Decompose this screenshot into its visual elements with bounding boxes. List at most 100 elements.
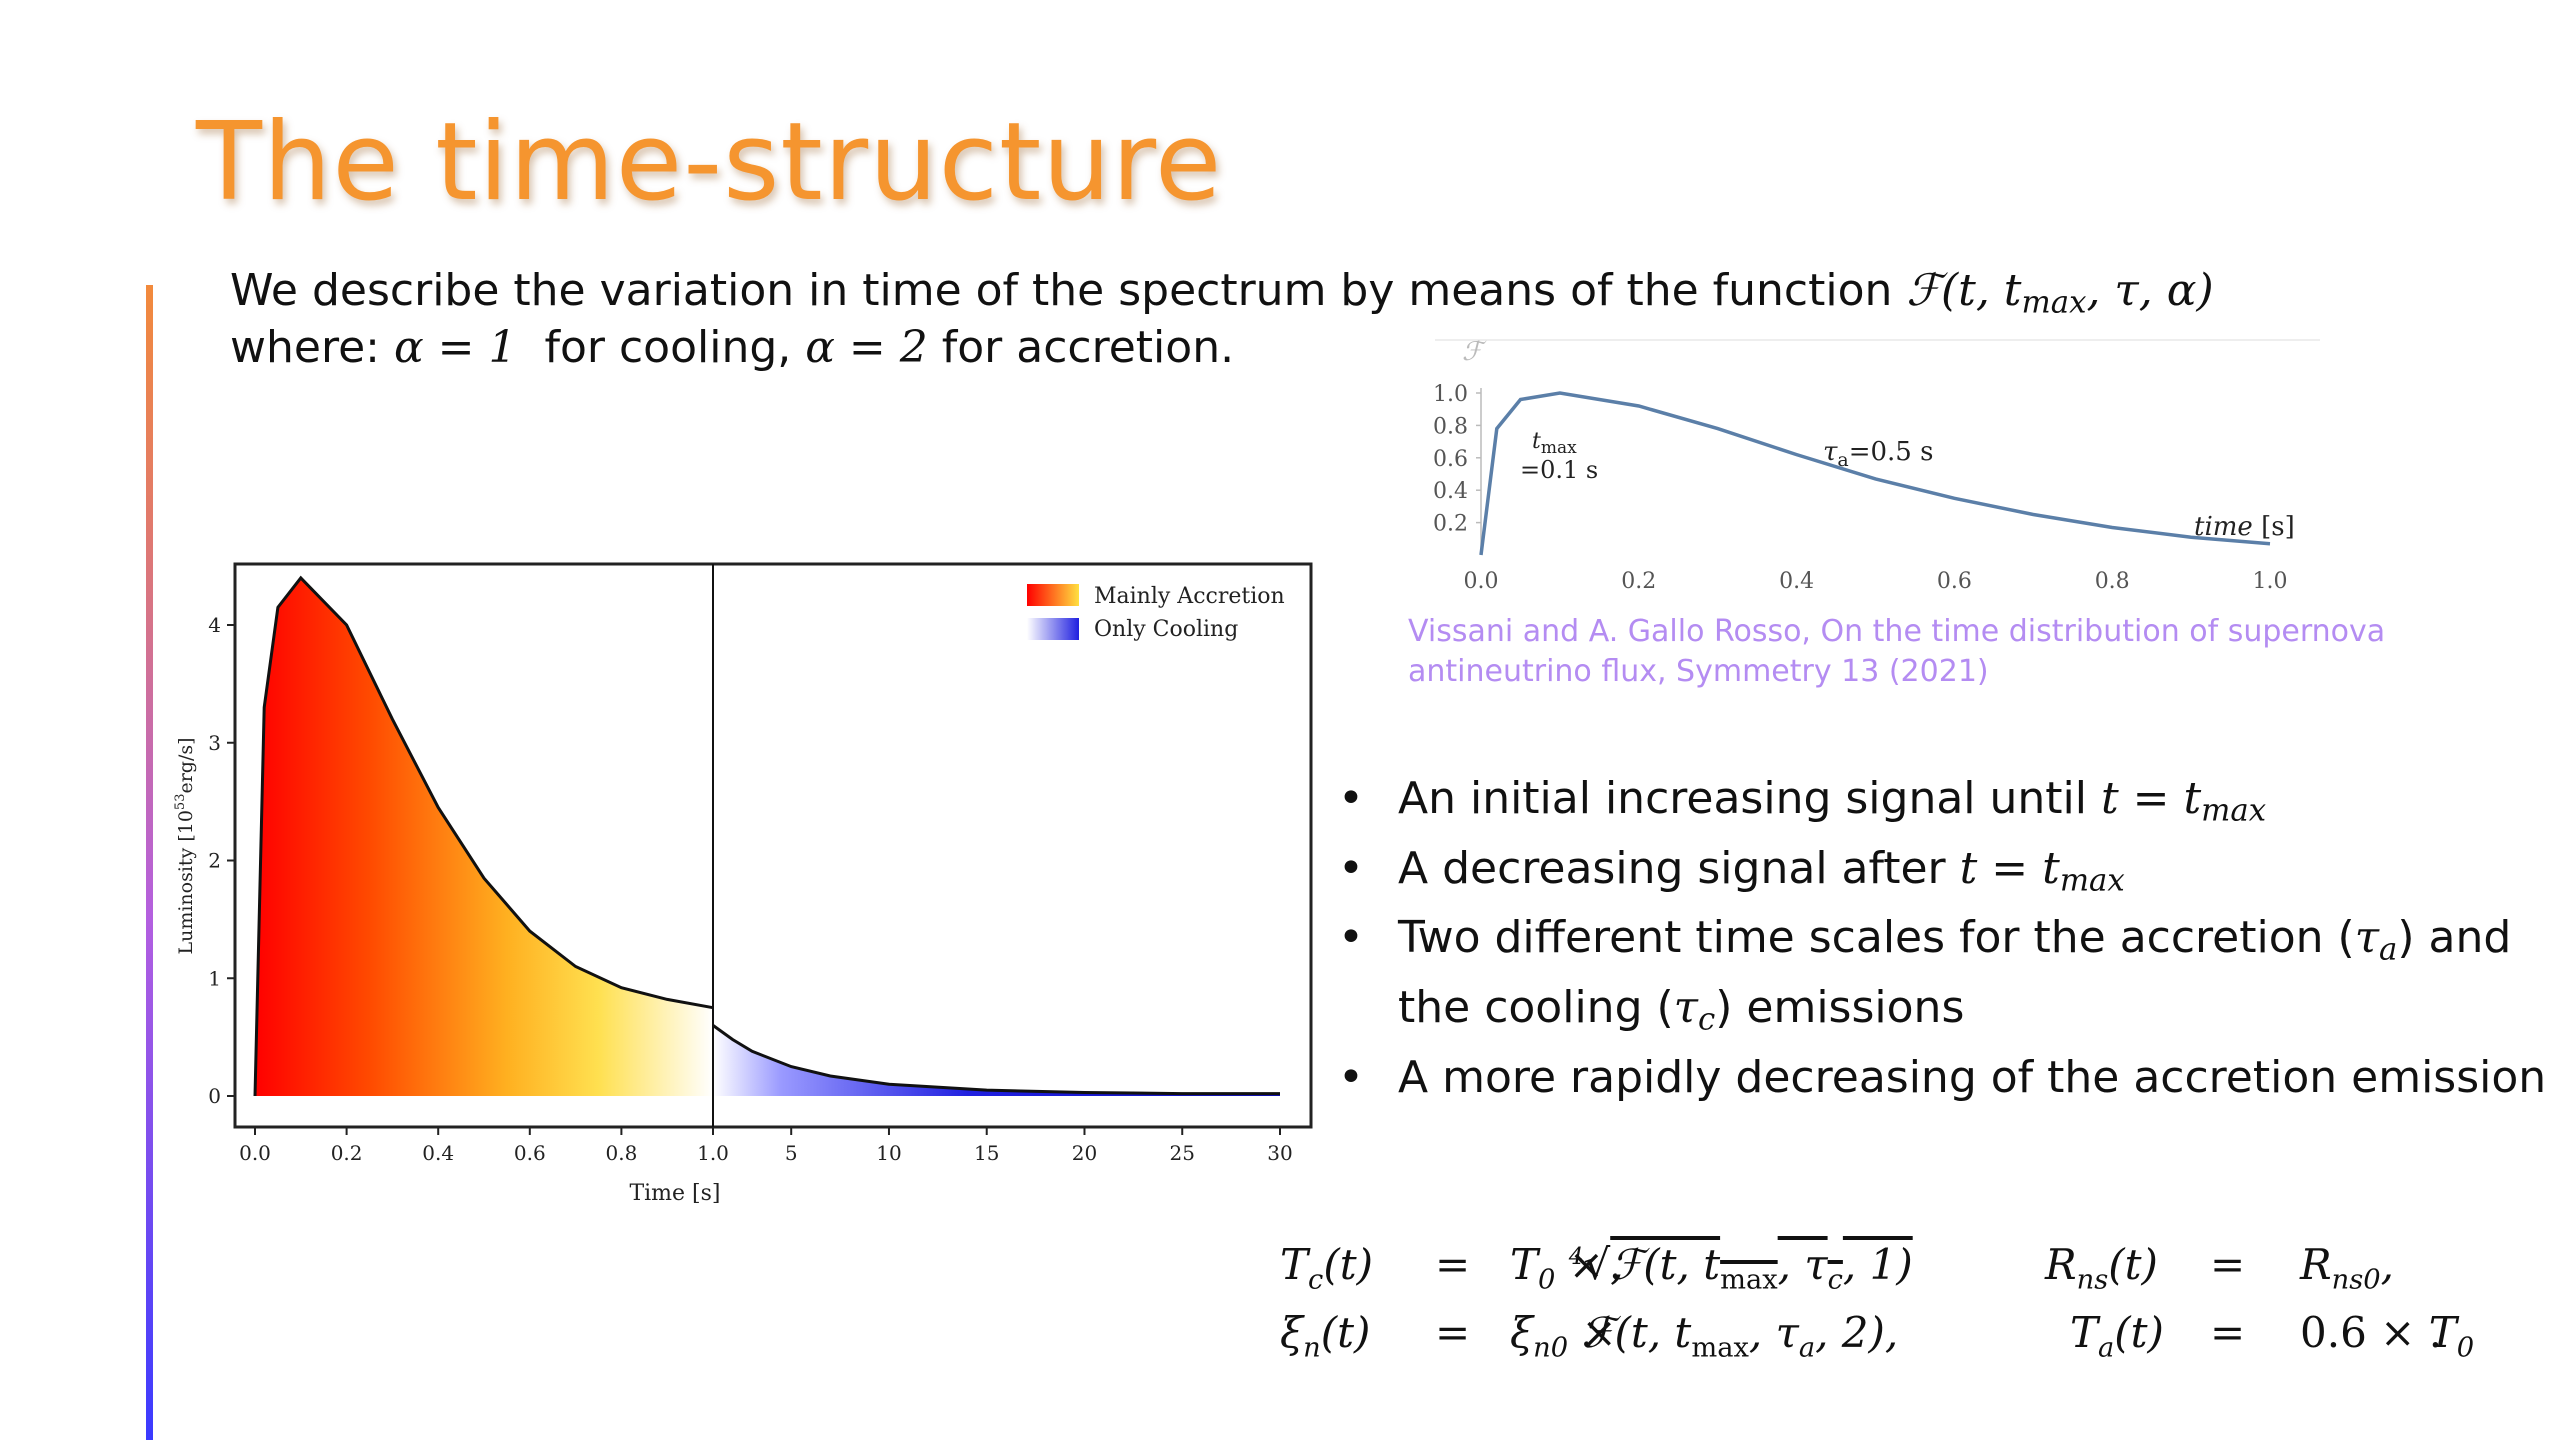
big-x-tick-label: 0.2 <box>331 1141 363 1165</box>
big-x-tick-label: 0.0 <box>239 1141 271 1165</box>
big-chart-legend: Mainly Accretion Only Cooling <box>1027 584 1285 642</box>
eq-lhs-rns: Rns(t) <box>2045 1240 2158 1296</box>
big-chart-xlabel: Time [s] <box>629 1181 720 1206</box>
bullet-math-sub: max <box>2201 792 2267 829</box>
legend-label-cooling: Only Cooling <box>1094 617 1238 642</box>
legend-label-accretion: Mainly Accretion <box>1094 584 1285 609</box>
bullet-math-sub-2: c <box>1698 1001 1716 1038</box>
equation-row-2: ξn(t) = ξn0 × ℱ(t, tmax, τa, 2), Ta(t) =… <box>1280 1308 2480 1368</box>
small-x-tick-label: 0.4 <box>1779 569 1814 594</box>
bullet-text: A decreasing signal after <box>1398 842 1960 894</box>
big-y-tick-label: 0 <box>208 1084 221 1108</box>
big-y-tick-label: 2 <box>208 849 221 873</box>
bullet-math: t = t <box>1959 842 2060 894</box>
accretion-area <box>255 577 713 1096</box>
accent-bar <box>146 285 153 1440</box>
intro-line-1: We describe the variation in time of the… <box>230 265 2214 321</box>
big-x-tick-label: 20 <box>1072 1141 1097 1165</box>
small-x-tick-label: 0.8 <box>2095 569 2130 594</box>
small-x-tick-label: 0.0 <box>1464 569 1499 594</box>
bullet-text-after: ) and the cooling ( <box>1398 912 2512 1034</box>
bullet-item: A decreasing signal after t = tmax <box>1330 840 2560 910</box>
big-x-tick-label: 5 <box>785 1141 798 1165</box>
bullet-text: A more rapidly decreasing of the accreti… <box>1398 1051 2547 1103</box>
slide-title: The time-structure <box>196 100 1223 225</box>
small-chart-xlabel: time [s] <box>2194 512 2295 542</box>
bullet-list: An initial increasing signal until t = t… <box>1330 770 2560 1107</box>
small-y-tick-label: 0.4 <box>1433 479 1468 504</box>
small-y-tick-label: 0.2 <box>1433 512 1468 537</box>
big-x-tick-label: 25 <box>1170 1141 1195 1165</box>
bullet-item: A more rapidly decreasing of the accreti… <box>1330 1049 2560 1107</box>
small-chart-tmax-value: =0.1 s <box>1520 456 1598 484</box>
big-chart: 0 1 2 3 4 0.0 0.2 0.4 0.6 0.8 1.0 5 10 15 20 25 30 Main… <box>173 562 1313 1206</box>
bullet-item: Two different time scales for the accret… <box>1330 909 2560 1048</box>
intro-text: We describe the variation in time of the… <box>230 265 1907 316</box>
small-y-tick-label: 0.6 <box>1433 447 1468 472</box>
cooling-curve <box>712 1024 1280 1096</box>
big-x-tick-label: 0.6 <box>514 1141 546 1165</box>
bullet-text: An initial increasing signal until <box>1398 773 2101 824</box>
big-y-tick-label: 1 <box>208 966 221 990</box>
small-chart-tmax-label: tmax <box>1532 429 1577 458</box>
small-x-tick-label: 1.0 <box>2253 569 2288 594</box>
small-chart-tau-label: τa=0.5 s <box>1823 437 1933 471</box>
intro-line-2: where: α = 1 for cooling, α = 2 for accr… <box>230 322 1234 373</box>
bullet-math-2: τ <box>1673 982 1698 1034</box>
bullet-math: τ <box>2354 912 2380 964</box>
big-x-tick-label: 30 <box>1267 1141 1292 1165</box>
big-x-tick-label: 10 <box>876 1141 901 1165</box>
eq-sign: = <box>1435 1240 1471 1289</box>
small-chart: ℱ 0.2 0.4 0.6 0.8 1.0 0.0 0.2 0.4 0.6 0.8 1.0 tma… <box>1433 337 2320 594</box>
eq-sign: = <box>2210 1308 2246 1357</box>
function-symbol: ℱ <box>1906 265 1941 316</box>
eq-rhs-rns: Rns0, <box>2300 1240 2394 1296</box>
function-args-close: , τ, α) <box>2086 265 2214 316</box>
small-y-tick-label: 0.8 <box>1433 414 1468 439</box>
big-y-tick-label: 3 <box>208 731 221 755</box>
function-args-open: (t, t <box>1940 265 2022 316</box>
cooling-area <box>713 1025 1280 1096</box>
small-chart-x-ticks: 0.0 0.2 0.4 0.6 0.8 1.0 <box>1464 569 2288 594</box>
small-x-tick-label: 0.2 <box>1621 569 1656 594</box>
legend-swatch-cooling <box>1027 618 1079 640</box>
small-chart-y-ticks: 0.2 0.4 0.6 0.8 1.0 <box>1433 382 1481 537</box>
alpha-cooling: α = 1 <box>393 322 517 373</box>
big-x-tick-label: 0.8 <box>605 1141 637 1165</box>
eq-lhs-tc: Tc(t) <box>1280 1240 1373 1296</box>
accretion-text: for accretion. <box>927 322 1235 373</box>
eq-lhs-xi: ξn(t) <box>1280 1308 1371 1364</box>
big-chart-x-ticks: 0.0 0.2 0.4 0.6 0.8 1.0 5 10 15 20 25 30 <box>239 1127 1293 1165</box>
bullet-item: An initial increasing signal until t = t… <box>1330 770 2560 840</box>
small-x-tick-label: 0.6 <box>1937 569 1972 594</box>
bullet-text: Two different time scales for the accret… <box>1398 912 2355 964</box>
bullet-math-sub: a <box>2379 932 2398 969</box>
small-chart-curve <box>1479 391 2271 556</box>
bullet-math: t = t <box>2100 773 2202 824</box>
equation-row-1: Tc(t) = T0 × 4√ ℱ(t, tmax, τc, 1), Rns(t)… <box>1280 1240 2480 1300</box>
big-chart-y-ticks: 0 1 2 3 4 <box>208 613 235 1108</box>
function-sub: max <box>2021 284 2087 321</box>
small-chart-ylabel: ℱ <box>1462 337 1487 367</box>
big-x-tick-label: 0.4 <box>422 1141 454 1165</box>
alpha-accretion: α = 2 <box>805 322 928 373</box>
legend-swatch-accretion <box>1027 584 1079 606</box>
intro-where: where: <box>230 322 394 373</box>
big-x-tick-label: 1.0 <box>697 1141 729 1165</box>
eq-sign: = <box>1435 1308 1471 1357</box>
eq-rhs-ta: 0.6 × T0. <box>2300 1308 2475 1364</box>
eq-lhs-ta: Ta(t) <box>2070 1308 2164 1364</box>
small-y-tick-label: 1.0 <box>1433 382 1468 407</box>
big-chart-ylabel: Luminosity [1053erg/s] <box>173 737 197 954</box>
big-x-tick-label: 15 <box>974 1141 999 1165</box>
bullet-math-sub: max <box>2059 862 2125 899</box>
eq-sign: = <box>2210 1240 2246 1289</box>
big-y-tick-label: 4 <box>208 613 221 637</box>
cooling-text: for cooling, <box>516 322 806 373</box>
eq-rhs-xi: ξn0 × ℱ(t, tmax, τa, 2), <box>1510 1308 1899 1364</box>
accretion-curve <box>253 575 714 1097</box>
citation[interactable]: Vissani and A. Gallo Rosso, On the time … <box>1408 614 2386 689</box>
eq-rhs-tc: T0 × 4√ ℱ(t, tmax, τc, 1), <box>1510 1240 1913 1296</box>
bullet-text-after-2: ) emissions <box>1715 982 1965 1034</box>
